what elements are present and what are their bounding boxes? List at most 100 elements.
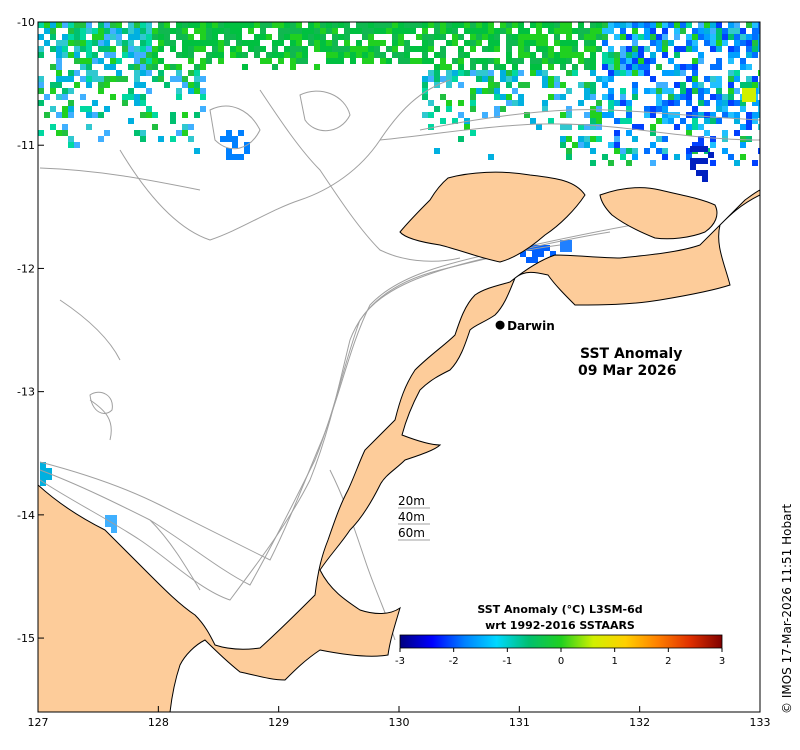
sst-cell (698, 142, 704, 148)
sst-cell (440, 22, 446, 28)
sst-cell (188, 52, 194, 58)
sst-cell (590, 112, 596, 118)
sst-cell (80, 106, 86, 112)
sst-cell (488, 22, 494, 28)
sst-cell (734, 28, 740, 34)
sst-cell (464, 70, 470, 76)
sst-cell (554, 76, 560, 82)
sst-cell (284, 52, 290, 58)
sst-cell (416, 22, 422, 28)
sst-cell (458, 100, 464, 106)
sst-cell (326, 28, 332, 34)
sst-cell (734, 160, 740, 166)
sst-cell (74, 82, 80, 88)
sst-cell (50, 22, 56, 28)
sst-cell (440, 76, 446, 82)
bathymetry-contours (39, 79, 760, 641)
sst-cell (690, 158, 696, 164)
sst-cell (98, 112, 104, 118)
sst-cell (278, 28, 284, 34)
sst-cell (590, 28, 596, 34)
sst-cell (332, 46, 338, 52)
sst-cell (128, 28, 134, 34)
sst-cell (650, 88, 656, 94)
sst-cell (734, 52, 740, 58)
sst-cell (734, 70, 740, 76)
sst-cell (272, 52, 278, 58)
sst-cell (590, 22, 596, 28)
sst-cell (656, 100, 662, 106)
sst-cell (182, 28, 188, 34)
sst-cell (380, 58, 386, 64)
sst-cell (584, 136, 590, 142)
sst-cell (494, 64, 500, 70)
sst-cell (692, 142, 698, 148)
sst-cell (686, 100, 692, 106)
sst-cell (338, 34, 344, 40)
sst-cell (92, 58, 98, 64)
sst-cell (134, 76, 140, 82)
sst-cell (386, 46, 392, 52)
sst-cell (476, 70, 482, 76)
sst-cell (692, 82, 698, 88)
sst-cell (596, 112, 602, 118)
sst-cell (608, 22, 614, 28)
sst-cell (254, 46, 260, 52)
sst-cell (434, 70, 440, 76)
sst-cell (272, 40, 278, 46)
sst-cell (584, 112, 590, 118)
sst-cell (638, 70, 644, 76)
sst-cell (710, 142, 716, 148)
sst-cell (134, 52, 140, 58)
sst-cell (494, 46, 500, 52)
sst-cell (68, 106, 74, 112)
sst-cell (416, 58, 422, 64)
sst-cell (542, 70, 548, 76)
sst-cell (320, 46, 326, 52)
lon-tick-label: 130 (389, 716, 410, 729)
sst-cell (662, 106, 668, 112)
sst-cell (560, 246, 566, 252)
sst-cell (548, 76, 554, 82)
sst-cell (698, 52, 704, 58)
sst-cell (332, 34, 338, 40)
sst-cell (566, 246, 572, 252)
sst-cell (470, 40, 476, 46)
sst-cell (158, 28, 164, 34)
sst-cell (536, 124, 542, 130)
sst-cell (578, 34, 584, 40)
sst-cell (476, 58, 482, 64)
colorbar-tick-label: -3 (395, 656, 405, 667)
sst-cell (452, 76, 458, 82)
sst-cell (194, 40, 200, 46)
sst-cell (578, 124, 584, 130)
sst-cell (338, 22, 344, 28)
sst-cell (734, 112, 740, 118)
sst-cell (74, 22, 80, 28)
sst-cell (38, 34, 44, 40)
sst-cell (560, 46, 566, 52)
sst-cell (128, 52, 134, 58)
sst-cell (422, 22, 428, 28)
sst-cell (260, 22, 266, 28)
sst-cell (134, 94, 140, 100)
sst-cell (722, 28, 728, 34)
sst-cell (404, 52, 410, 58)
sst-cell (128, 46, 134, 52)
sst-cell (38, 46, 44, 52)
sst-cell (68, 100, 74, 106)
sst-cell (638, 124, 644, 130)
sst-cell (734, 130, 740, 136)
sst-cell (674, 112, 680, 118)
sst-cell (644, 28, 650, 34)
sst-cell (644, 106, 650, 112)
sst-cell (368, 46, 374, 52)
sst-cell (542, 52, 548, 58)
sst-cell (128, 40, 134, 46)
sst-cell (710, 64, 716, 70)
sst-cell (512, 88, 518, 94)
sst-cell (674, 34, 680, 40)
sst-cell (290, 22, 296, 28)
sst-cell (752, 40, 758, 46)
sst-cell (704, 40, 710, 46)
